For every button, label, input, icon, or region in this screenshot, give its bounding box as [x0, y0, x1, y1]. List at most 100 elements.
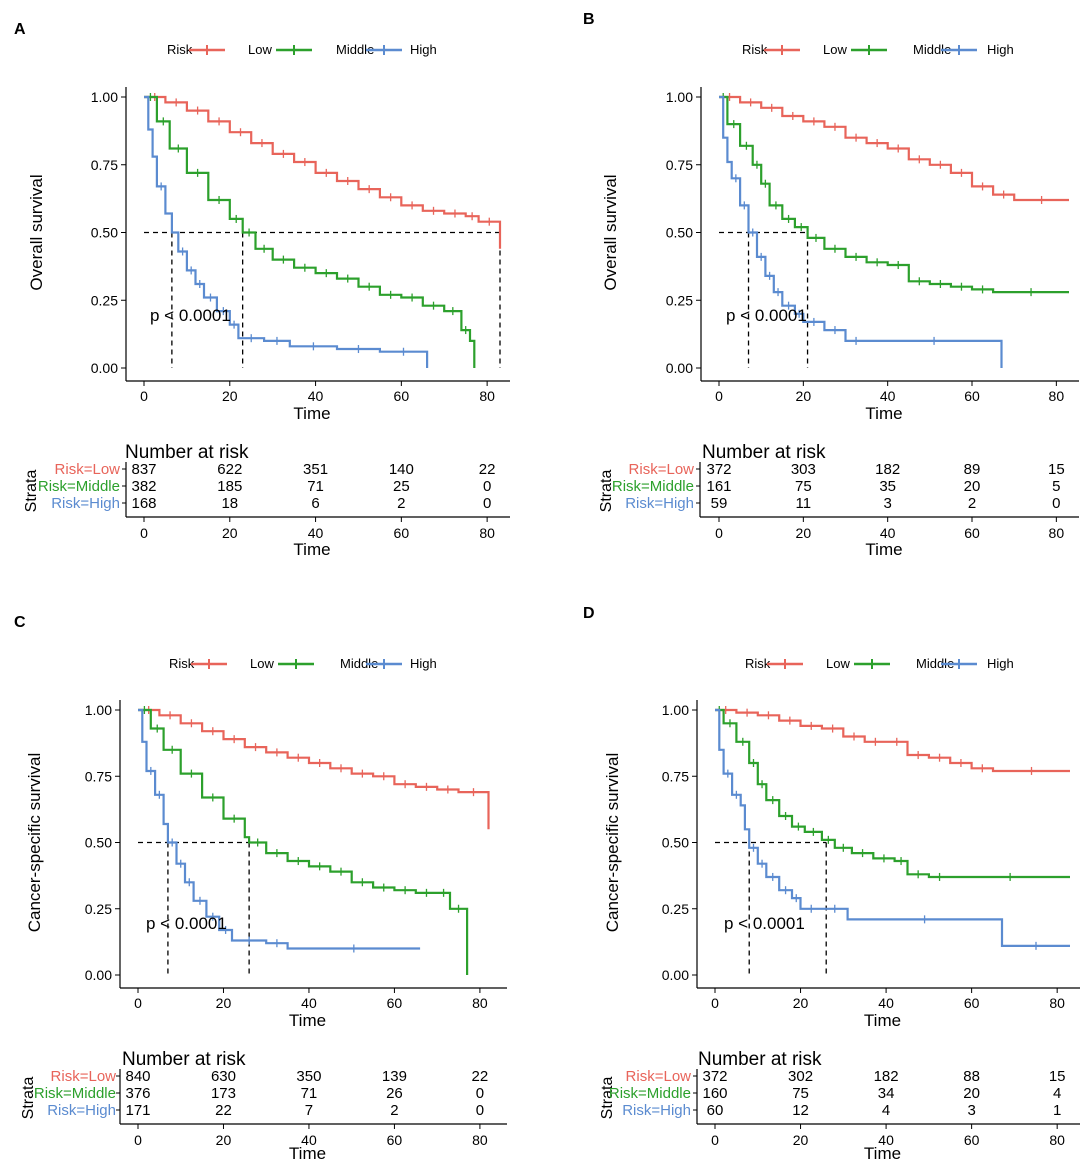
- censor-marks-low: [154, 93, 490, 226]
- y-tick-label: 0.00: [85, 967, 112, 983]
- risk-x-tick-label: 60: [964, 1132, 980, 1148]
- panel-letter: D: [583, 605, 595, 622]
- risk-count: 75: [795, 478, 812, 495]
- curve-middle: [138, 708, 469, 975]
- x-tick-label: 40: [308, 388, 324, 404]
- legend-title: Risk: [742, 42, 768, 57]
- risk-x-tick-label: 60: [387, 1132, 403, 1148]
- risk-count: 173: [211, 1085, 236, 1102]
- risk-count: 7: [305, 1102, 313, 1119]
- curve-high: [715, 708, 1070, 947]
- legend-label-low: Low: [823, 42, 847, 57]
- censor-marks-high: [150, 766, 355, 953]
- x-tick-label: 60: [964, 388, 980, 404]
- y-tick-label: 0.25: [91, 292, 118, 308]
- legend-label-low: Low: [248, 42, 272, 57]
- risk-count: 71: [307, 478, 324, 495]
- risk-count: 20: [964, 478, 981, 495]
- p-value: p < 0.0001: [724, 914, 805, 933]
- x-tick-label: 0: [140, 388, 148, 404]
- risk-x-tick-label: 20: [222, 525, 238, 541]
- x-tick-label: 60: [964, 995, 980, 1011]
- risk-count: 26: [386, 1085, 403, 1102]
- risk-table: Number at risk Strata Risk=Low 372 302 182 88 1…: [599, 1049, 1080, 1163]
- y-tick-label: 0.25: [85, 901, 112, 917]
- legend: Risk Low Middle High: [745, 656, 1014, 671]
- risk-count: 59: [711, 495, 728, 512]
- y-axis-title: Cancer-specific survival: [25, 753, 44, 933]
- panel-letter: B: [583, 11, 595, 28]
- risk-table-x-title: Time: [289, 1144, 326, 1162]
- legend-title: Risk: [745, 656, 771, 671]
- risk-x-tick-label: 60: [394, 525, 410, 541]
- x-tick-label: 40: [880, 388, 896, 404]
- risk-count: 18: [221, 495, 238, 512]
- x-tick-label: 0: [715, 388, 723, 404]
- curve-middle: [715, 708, 1070, 879]
- risk-count: 60: [707, 1102, 724, 1119]
- curve-high: [138, 708, 421, 950]
- risk-table-title: Number at risk: [698, 1049, 822, 1070]
- risk-count: 840: [125, 1068, 150, 1085]
- censor-marks-low: [725, 706, 1033, 775]
- risk-x-tick-label: 80: [472, 1132, 488, 1148]
- y-tick-label: 1.00: [85, 702, 112, 718]
- risk-x-tick-label: 80: [479, 525, 495, 541]
- risk-count: 2: [968, 495, 976, 512]
- risk-count: 88: [963, 1068, 980, 1085]
- x-tick-label: 20: [222, 388, 238, 404]
- x-tick-label: 20: [216, 995, 232, 1011]
- risk-count: 2: [390, 1102, 398, 1119]
- risk-count: 350: [296, 1068, 321, 1085]
- x-axis-title: Time: [289, 1011, 326, 1030]
- legend: Risk Low Middle High: [167, 42, 437, 57]
- censor-marks-middle: [722, 93, 1032, 297]
- risk-count: 12: [792, 1102, 809, 1119]
- legend-label-high: High: [987, 42, 1014, 57]
- risk-count: 89: [964, 461, 981, 478]
- risk-count: 160: [702, 1085, 727, 1102]
- risk-count: 22: [472, 1068, 489, 1085]
- risk-x-tick-label: 80: [1049, 1132, 1065, 1148]
- risk-x-tick-label: 20: [216, 1132, 232, 1148]
- risk-x-tick-label: 40: [880, 525, 896, 541]
- risk-count: 5: [1052, 478, 1060, 495]
- median-lines: [719, 231, 809, 368]
- censor-marks-low: [148, 706, 475, 797]
- y-tick-label: 0.75: [666, 157, 693, 173]
- y-tick-label: 1.00: [662, 702, 689, 718]
- risk-row-label: Risk=High: [625, 495, 694, 512]
- y-tick-label: 0.75: [91, 157, 118, 173]
- risk-count: 3: [884, 495, 892, 512]
- y-tick-label: 1.00: [91, 89, 118, 105]
- y-tick-label: 0.75: [85, 768, 112, 784]
- y-axis-title: Cancer-specific survival: [603, 753, 622, 933]
- x-tick-label: 80: [1049, 388, 1065, 404]
- risk-count: 0: [476, 1085, 484, 1102]
- risk-count: 15: [1049, 1068, 1066, 1085]
- y-tick-label: 0.50: [666, 225, 693, 241]
- y-tick-label: 1.00: [666, 89, 693, 105]
- risk-count: 35: [879, 478, 896, 495]
- strata-label: Strata: [598, 470, 615, 513]
- censor-marks-middle: [143, 706, 460, 913]
- risk-x-tick-label: 0: [140, 525, 148, 541]
- x-tick-label: 60: [394, 388, 410, 404]
- risk-row-label: Risk=Low: [626, 1068, 692, 1085]
- legend: Risk Low Middle High: [169, 656, 437, 671]
- risk-x-tick-label: 0: [715, 525, 723, 541]
- risk-count: 182: [874, 1068, 899, 1085]
- risk-table-x-title: Time: [865, 540, 902, 559]
- risk-count: 4: [1053, 1085, 1061, 1102]
- legend-label-middle: Middle: [913, 42, 951, 57]
- risk-count: 382: [131, 478, 156, 495]
- risk-row-label: Risk=High: [622, 1102, 691, 1119]
- median-lines: [144, 231, 501, 368]
- risk-count: 139: [382, 1068, 407, 1085]
- x-tick-label: 80: [1049, 995, 1065, 1011]
- censor-marks-low: [728, 93, 1043, 204]
- risk-x-tick-label: 40: [308, 525, 324, 541]
